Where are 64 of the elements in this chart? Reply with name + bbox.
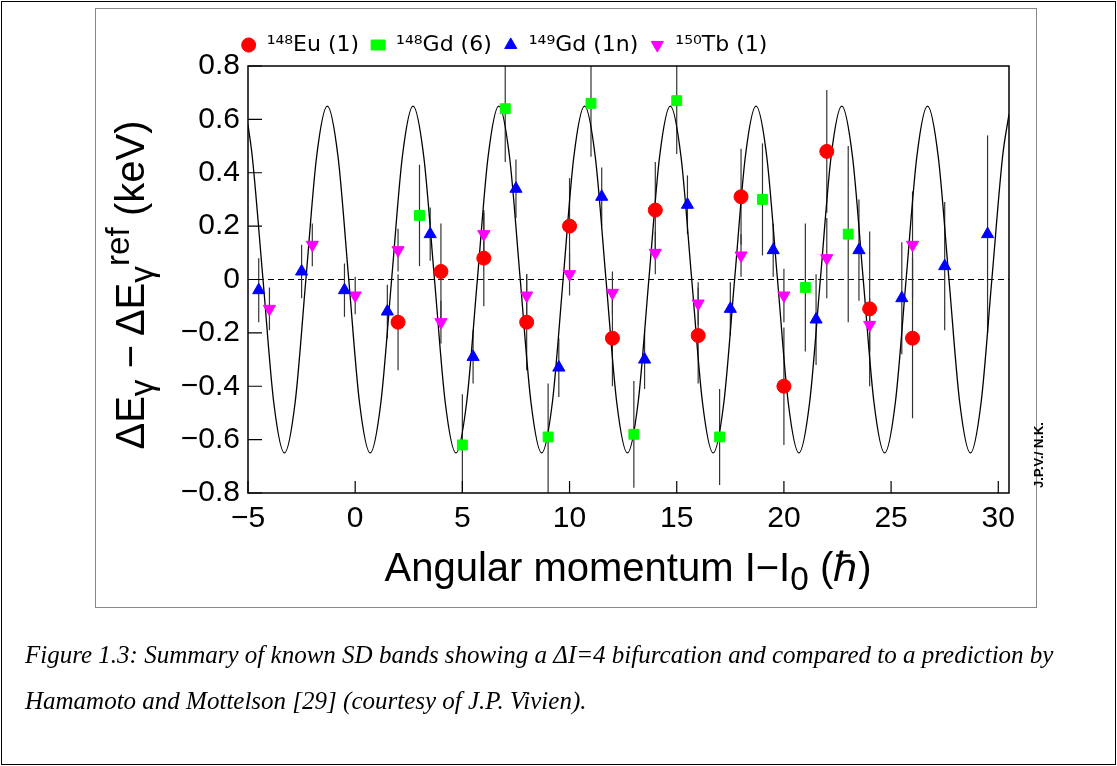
caption: Figure 1.3: Summary of known SD bands showing a ΔI=4 bifurcation and compared to a prediction by Hamamoto and Mottelson [29] (courtesy of J.P. Vivien). <box>25 640 1055 717</box>
point <box>981 226 995 239</box>
point <box>895 290 909 303</box>
point <box>647 202 663 218</box>
point <box>819 143 835 159</box>
point <box>604 330 620 346</box>
y-tick-label: −0.4 <box>180 367 240 401</box>
x-tick-label: 15 <box>660 500 694 534</box>
point <box>476 250 492 266</box>
point <box>414 210 425 221</box>
point <box>799 282 811 293</box>
x-tick-label: 10 <box>552 500 587 534</box>
point <box>423 226 437 239</box>
point <box>809 312 823 324</box>
x-tick-label: 5 <box>454 500 471 534</box>
point <box>628 428 640 440</box>
y-tick-label: 0.8 <box>198 47 240 81</box>
point <box>552 360 566 372</box>
x-tick-label: 30 <box>981 500 1015 534</box>
legend-label: ¹⁵⁰Tb (1) <box>675 30 768 56</box>
point <box>723 301 737 313</box>
point <box>766 242 780 255</box>
y-tick-label: 0.6 <box>198 100 240 134</box>
legend-label: ¹⁴⁸Gd (6) <box>396 30 492 56</box>
x-axis-title: Angular momentum I−I$_{0}$ (ℏ) <box>384 544 872 598</box>
point <box>757 193 768 205</box>
y-tick-label: 0.2 <box>198 207 240 241</box>
point <box>733 189 749 205</box>
x-tick-label: 25 <box>874 500 908 534</box>
point <box>466 349 480 361</box>
legend-label: ¹⁴⁸Eu (1) <box>266 30 360 56</box>
point <box>337 282 352 295</box>
legend-label: ¹⁴⁹Gd (1n) <box>528 30 639 56</box>
point <box>390 314 406 330</box>
point <box>295 263 309 276</box>
point <box>776 378 792 394</box>
point <box>562 218 578 234</box>
point <box>542 431 554 443</box>
point <box>456 439 468 451</box>
x-tick-label: 20 <box>767 500 801 534</box>
point <box>638 352 652 364</box>
point <box>714 431 726 443</box>
point <box>842 228 854 240</box>
point <box>380 304 394 316</box>
point <box>938 258 952 271</box>
text: J.P.V./ N.K. <box>1030 422 1046 488</box>
point <box>509 181 523 193</box>
point <box>862 301 878 317</box>
x-tick-label: 0 <box>346 500 364 534</box>
point <box>519 314 535 330</box>
point <box>852 242 866 255</box>
y-tick-label: −0.6 <box>180 420 240 454</box>
point <box>905 330 921 346</box>
y-tick-label: 0 <box>223 260 240 294</box>
point <box>680 197 695 209</box>
point <box>499 103 511 115</box>
point <box>585 97 597 109</box>
point <box>433 263 449 279</box>
point <box>595 189 609 201</box>
point <box>671 95 683 107</box>
y-tick-label: 0.4 <box>198 154 240 188</box>
y-tick-label: −0.2 <box>180 314 240 348</box>
point <box>690 328 706 344</box>
point <box>252 282 266 295</box>
